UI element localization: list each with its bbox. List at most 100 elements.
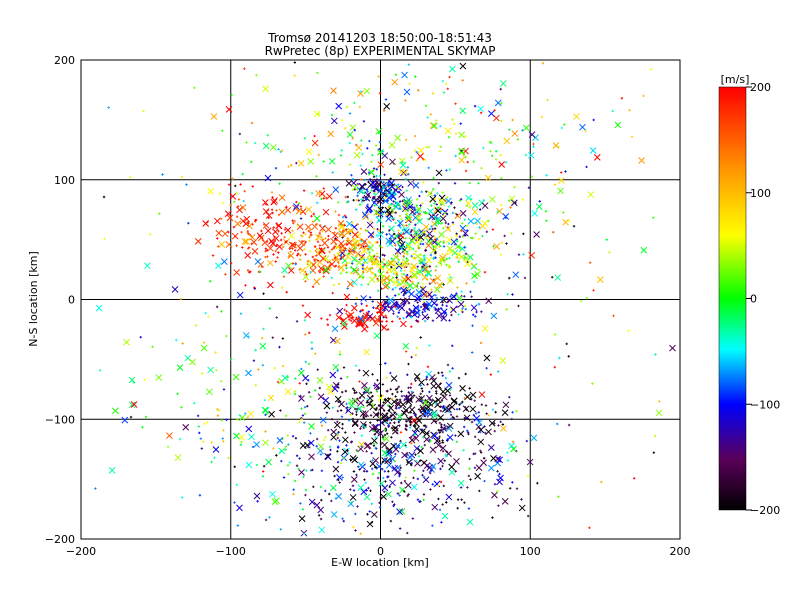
scatter-point	[444, 127, 452, 135]
scatter-point	[302, 475, 305, 479]
scatter-point	[327, 130, 335, 138]
scatter-point	[383, 435, 390, 443]
scatter-point	[445, 501, 448, 504]
scatter-point	[384, 314, 387, 318]
scatter-point	[397, 242, 400, 245]
scatter-point	[179, 297, 182, 301]
scatter-point	[210, 460, 213, 464]
scatter-point	[251, 247, 259, 255]
scatter-point	[337, 282, 341, 285]
scatter-point	[406, 250, 409, 253]
scatter-point	[280, 286, 284, 290]
scatter-point	[368, 139, 371, 143]
scatter-point	[423, 305, 426, 308]
scatter-point	[400, 320, 407, 328]
scatter-point	[327, 234, 330, 238]
scatter-point	[307, 362, 311, 366]
scatter-point	[438, 439, 441, 443]
scatter-point	[611, 109, 614, 113]
scatter-point	[307, 158, 315, 165]
scatter-point	[399, 431, 403, 434]
scatter-point	[367, 255, 370, 258]
scatter-point	[565, 342, 568, 346]
scatter-point	[627, 329, 630, 332]
scatter-point	[367, 171, 371, 174]
scatter-point	[359, 227, 363, 230]
scatter-point	[378, 419, 386, 426]
scatter-point	[453, 206, 456, 209]
scatter-point	[404, 213, 412, 221]
scatter-point	[487, 414, 491, 417]
scatter-point	[414, 253, 422, 260]
scatter-point	[437, 414, 440, 417]
scatter-point	[386, 213, 389, 216]
scatter-point	[400, 217, 403, 221]
scatter-point	[422, 498, 425, 501]
scatter-point	[266, 133, 269, 137]
scatter-point	[405, 257, 408, 260]
scatter-point	[428, 213, 436, 220]
scatter-point	[422, 265, 430, 273]
scatter-point	[483, 479, 486, 483]
scatter-point	[347, 500, 355, 508]
scatter-point	[434, 308, 437, 312]
scatter-point	[387, 296, 394, 304]
scatter-point	[477, 438, 485, 446]
scatter-point	[336, 450, 339, 453]
x-tick-label: −200	[66, 545, 96, 558]
scatter-point	[406, 531, 409, 535]
scatter-point	[470, 420, 474, 424]
scatter-point	[557, 187, 564, 195]
scatter-point	[326, 261, 330, 264]
scatter-point	[403, 269, 406, 272]
scatter-point	[384, 362, 387, 365]
scatter-point	[442, 484, 446, 488]
scatter-point	[271, 336, 274, 339]
scatter-point	[270, 198, 278, 206]
scatter-point	[402, 273, 406, 276]
scatter-point	[279, 150, 283, 154]
scatter-point	[403, 479, 407, 483]
scatter-point	[355, 296, 358, 300]
scatter-point	[364, 191, 372, 199]
scatter-point	[545, 174, 548, 177]
scatter-point	[217, 409, 221, 412]
scatter-point	[445, 381, 453, 389]
scatter-point	[441, 296, 445, 299]
scatter-point	[225, 418, 228, 422]
scatter-point	[319, 517, 323, 521]
scatter-point	[397, 190, 401, 194]
scatter-point	[229, 203, 232, 207]
scatter-point	[456, 256, 459, 259]
scatter-point	[357, 244, 360, 247]
scatter-point	[324, 453, 332, 461]
scatter-point	[320, 424, 324, 427]
scatter-point	[495, 490, 499, 493]
scatter-point	[453, 122, 456, 126]
scatter-point	[381, 449, 389, 457]
scatter-point	[382, 267, 385, 271]
scatter-point	[365, 401, 369, 404]
scatter-point	[367, 240, 370, 244]
scatter-point	[345, 220, 353, 228]
scatter-point	[298, 515, 306, 522]
scatter-point	[387, 276, 394, 284]
scatter-point	[472, 160, 475, 163]
scatter-point	[501, 423, 505, 426]
scatter-point	[379, 496, 382, 499]
scatter-point	[261, 475, 265, 478]
scatter-point	[143, 262, 151, 270]
scatter-point	[455, 232, 458, 235]
scatter-point	[337, 478, 340, 482]
scatter-point	[541, 62, 545, 65]
scatter-point	[567, 355, 570, 358]
scatter-point	[441, 464, 444, 468]
scatter-point	[413, 309, 421, 317]
scatter-point	[527, 152, 535, 159]
scatter-point	[294, 377, 297, 380]
scatter-point	[329, 371, 337, 379]
scatter-point	[502, 213, 510, 220]
chart-subtitle: RwPretec (8p) EXPERIMENTAL SKYMAP	[265, 44, 496, 58]
scatter-point	[464, 372, 467, 376]
scatter-point	[413, 307, 417, 310]
